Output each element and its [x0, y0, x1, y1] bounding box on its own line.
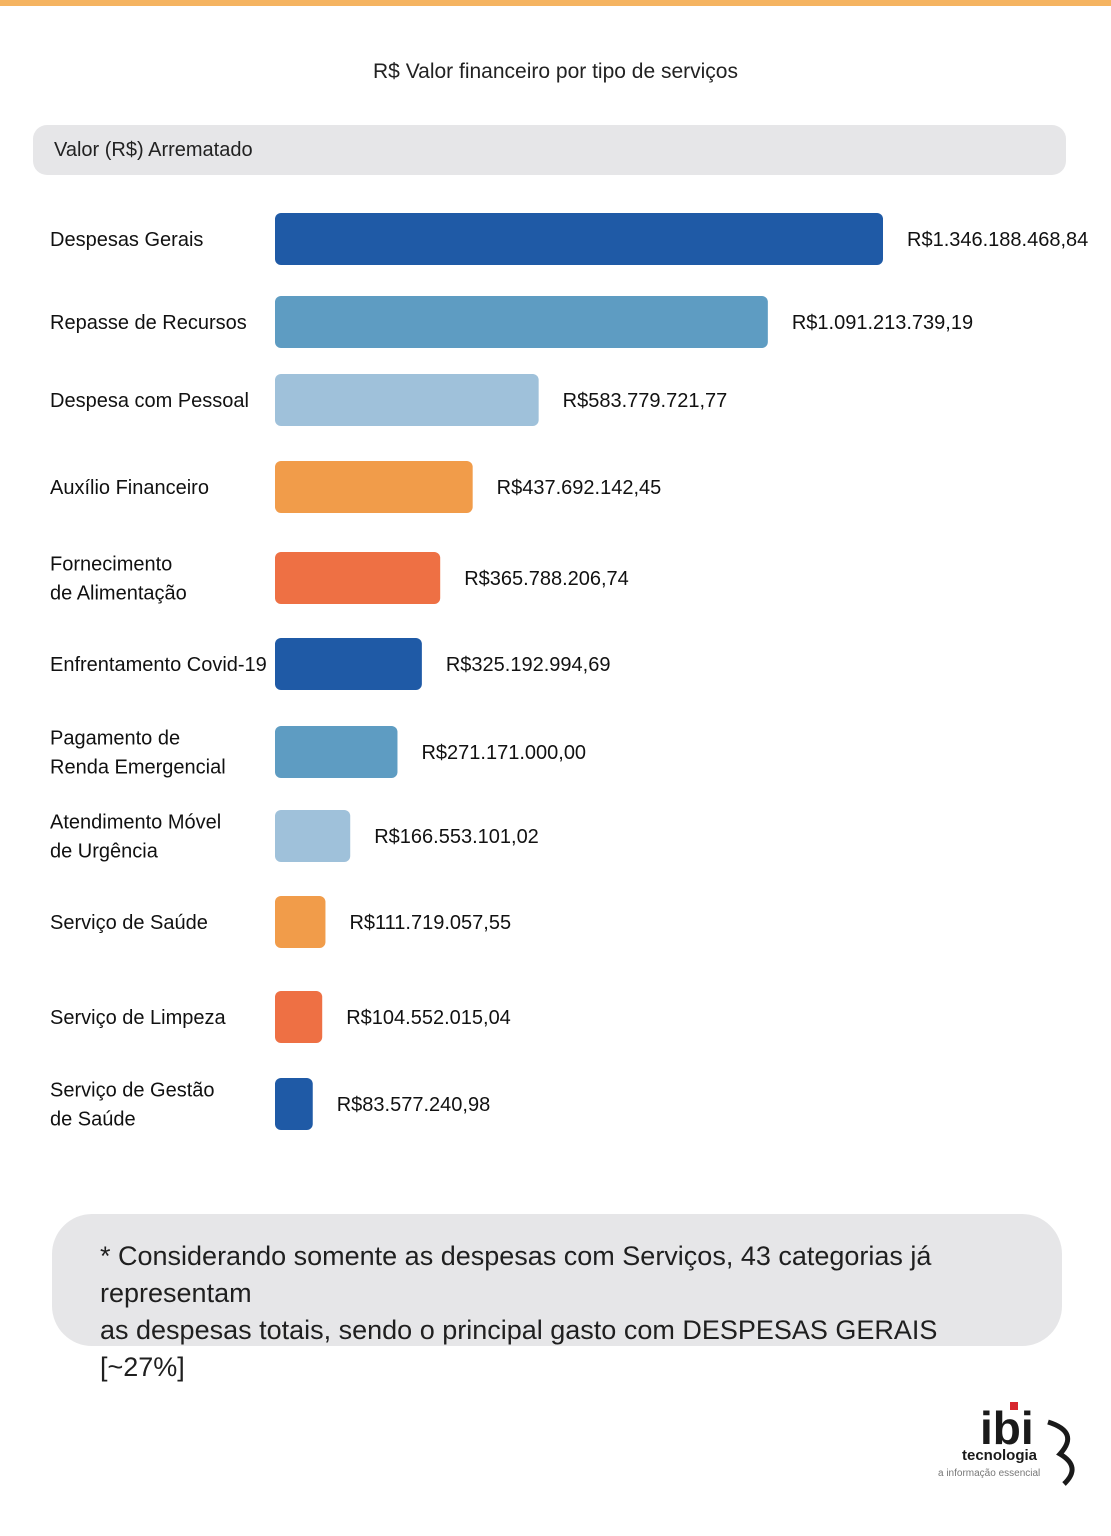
logo-wordmark: ibi	[980, 1402, 1034, 1454]
value-label: R$83.577.240,98	[337, 1094, 490, 1116]
category-label: Fornecimento	[50, 554, 172, 576]
bar-5	[275, 638, 422, 690]
category-label: Despesas Gerais	[50, 229, 203, 251]
category-label: Renda Emergencial	[50, 757, 226, 779]
bar-4	[275, 552, 441, 604]
value-label: R$104.552.015,04	[346, 1007, 511, 1029]
category-label: Auxílio Financeiro	[50, 477, 209, 499]
logo-swoosh-icon	[1047, 1419, 1075, 1486]
category-label: Atendimento Móvel	[50, 812, 221, 834]
value-label: R$166.553.101,02	[374, 826, 539, 848]
bar-1	[275, 296, 768, 348]
category-label: Repasse de Recursos	[50, 312, 247, 334]
bar-2	[275, 374, 539, 426]
category-label: de Alimentação	[50, 583, 187, 605]
category-label: Serviço de Limpeza	[50, 1007, 227, 1029]
category-label: Serviço de Gestão	[50, 1080, 215, 1102]
series-header-bar: Valor (R$) Arrematado	[33, 125, 1066, 175]
logo-slogan: a informação essencial	[938, 1468, 1040, 1479]
bar-9	[275, 991, 323, 1043]
series-header-label: Valor (R$) Arrematado	[54, 139, 253, 161]
footnote-box: * Considerando somente as despesas com S…	[52, 1214, 1062, 1382]
logo-tagline: tecnologia	[962, 1447, 1038, 1464]
bar-8	[275, 896, 326, 948]
category-label: Pagamento de	[50, 728, 180, 750]
footnote-line-1: * Considerando somente as despesas com S…	[100, 1241, 932, 1308]
category-label: Despesa com Pessoal	[50, 390, 249, 412]
value-label: R$325.192.994,69	[446, 654, 611, 676]
bar-10	[275, 1078, 313, 1130]
value-label: R$1.091.213.739,19	[792, 312, 973, 334]
bar-6	[275, 726, 398, 778]
value-label: R$583.779.721,77	[563, 390, 728, 412]
ibi-logo: ibi tecnologia a informação essencial	[938, 1402, 1075, 1486]
bar-3	[275, 461, 473, 513]
category-label: Enfrentamento Covid-19	[50, 654, 267, 676]
value-label: R$437.692.142,45	[497, 477, 662, 499]
footnote-line-2: as despesas totais, sendo o principal ga…	[100, 1315, 938, 1382]
bar-0	[275, 213, 883, 265]
chart-title: R$ Valor financeiro por tipo de serviços	[373, 60, 738, 83]
value-label: R$365.788.206,74	[464, 568, 629, 590]
top-accent-rule	[0, 0, 1111, 6]
value-label: R$1.346.188.468,84	[907, 229, 1088, 251]
logo-accent-dot	[1010, 1402, 1018, 1410]
value-label: R$271.171.000,00	[421, 742, 586, 764]
category-label: de Saúde	[50, 1109, 136, 1131]
category-label: de Urgência	[50, 841, 159, 863]
value-label: R$111.719.057,55	[349, 912, 511, 934]
bar-7	[275, 810, 351, 862]
category-label: Serviço de Saúde	[50, 912, 208, 934]
